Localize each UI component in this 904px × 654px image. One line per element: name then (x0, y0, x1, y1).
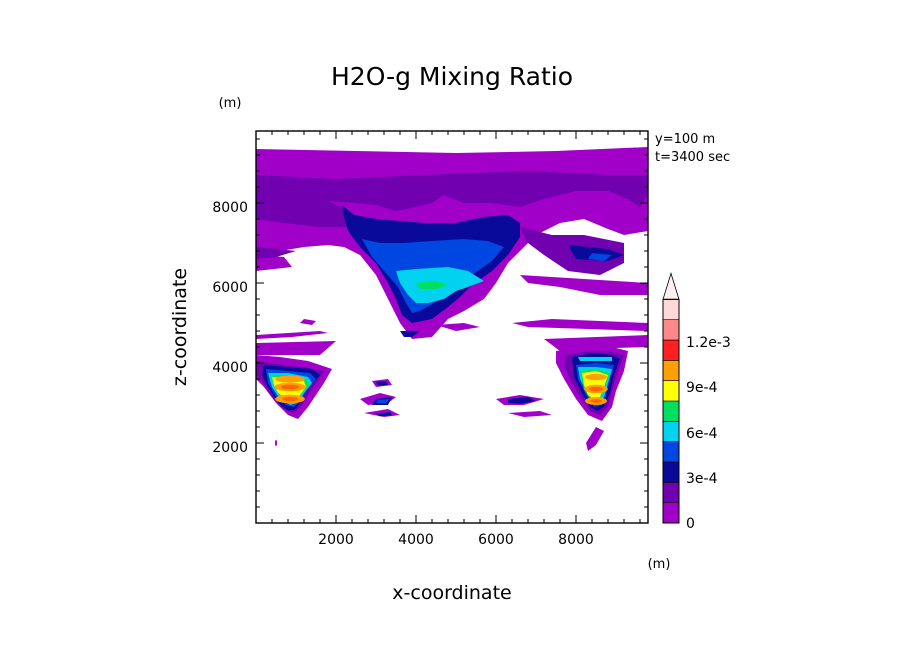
small-cell-6500-lower-magenta (508, 411, 552, 417)
y-tick-label-2000: 2000 (212, 440, 248, 456)
x-tick-label-6000: 6000 (478, 532, 514, 548)
x-tick-label-4000: 4000 (398, 532, 434, 548)
right-cell-red-low (590, 399, 602, 403)
x-tick-label-2000: 2000 (318, 532, 354, 548)
left-cell-red-mid (280, 384, 300, 390)
left-cell-orange-top (274, 375, 306, 383)
colorbar-segment (662, 319, 680, 341)
colorbar-segment (662, 299, 680, 320)
right-magenta-strip (520, 275, 648, 295)
colorbar-segment (662, 421, 680, 442)
colorbar (662, 271, 680, 524)
contour-plot-area (256, 131, 648, 523)
colorbar-label-3e-4: 3e-4 (686, 471, 718, 487)
left-edge-magenta-strip (256, 255, 292, 271)
left-purple-strip (256, 247, 296, 259)
annotation-y: y=100 m (655, 132, 715, 147)
colorbar-segment (662, 502, 680, 524)
colorbar-label-0: 0 (686, 516, 695, 532)
y-tick-label-4000: 4000 (212, 360, 248, 376)
colorbar-frame (662, 298, 680, 524)
chart-title: H2O-g Mixing Ratio (331, 62, 573, 91)
upper-layer-purple (256, 171, 648, 211)
y-unit-label: (m) (219, 96, 242, 111)
small-cell-3200-lower-navy (376, 411, 392, 417)
anvil-base-navy (400, 331, 420, 337)
right-cell-orange-top (584, 373, 608, 381)
colorbar-segment (662, 360, 680, 381)
colorbar-segment (662, 461, 680, 483)
left-cell-red-low (282, 396, 298, 402)
small-cell-6500-navy (508, 397, 536, 404)
annotation-t: t=3400 sec (655, 150, 730, 165)
contour-fills (256, 147, 648, 451)
right-navy-patch (568, 245, 624, 261)
small-cell-3200-upper-navy (376, 381, 388, 386)
anvil-green (416, 281, 448, 289)
magenta-fleck-1 (300, 319, 316, 325)
right-magenta-strip-2 (512, 319, 648, 331)
colorbar-label-1.2e-3: 1.2e-3 (686, 335, 731, 351)
colorbar-segment (662, 339, 680, 361)
x-unit-label: (m) (648, 557, 671, 572)
plot-frame (255, 130, 649, 524)
x-axis-label: x-coordinate (392, 582, 511, 604)
small-cell-3200-blue (376, 399, 390, 404)
y-axis-label: z-coordinate (169, 268, 191, 386)
right-cell-cyan-cap (578, 357, 612, 361)
colorbar-segment (662, 441, 680, 463)
colorbar-overflow-triangle (662, 271, 680, 300)
colorbar-label-9e-4: 9e-4 (686, 380, 718, 396)
x-tick-label-8000: 8000 (558, 532, 594, 548)
magenta-fleck-2 (256, 331, 328, 339)
left-magenta-strip-3 (256, 341, 336, 355)
right-blue-patch (588, 253, 612, 261)
right-cell-red-mid (588, 386, 604, 392)
y-tick-label-8000: 8000 (212, 200, 248, 216)
left-purple-lobe (256, 199, 348, 227)
colorbar-segment (662, 380, 680, 402)
left-speck (275, 439, 277, 447)
colorbar-label-6e-4: 6e-4 (686, 426, 718, 442)
colorbar-segment (662, 400, 680, 422)
y-tick-label-6000: 6000 (212, 280, 248, 296)
center-magenta-strip (436, 323, 480, 331)
right-speck-magenta (586, 427, 604, 451)
colorbar-segment (662, 482, 680, 503)
right-magenta-strip-3 (544, 335, 648, 351)
